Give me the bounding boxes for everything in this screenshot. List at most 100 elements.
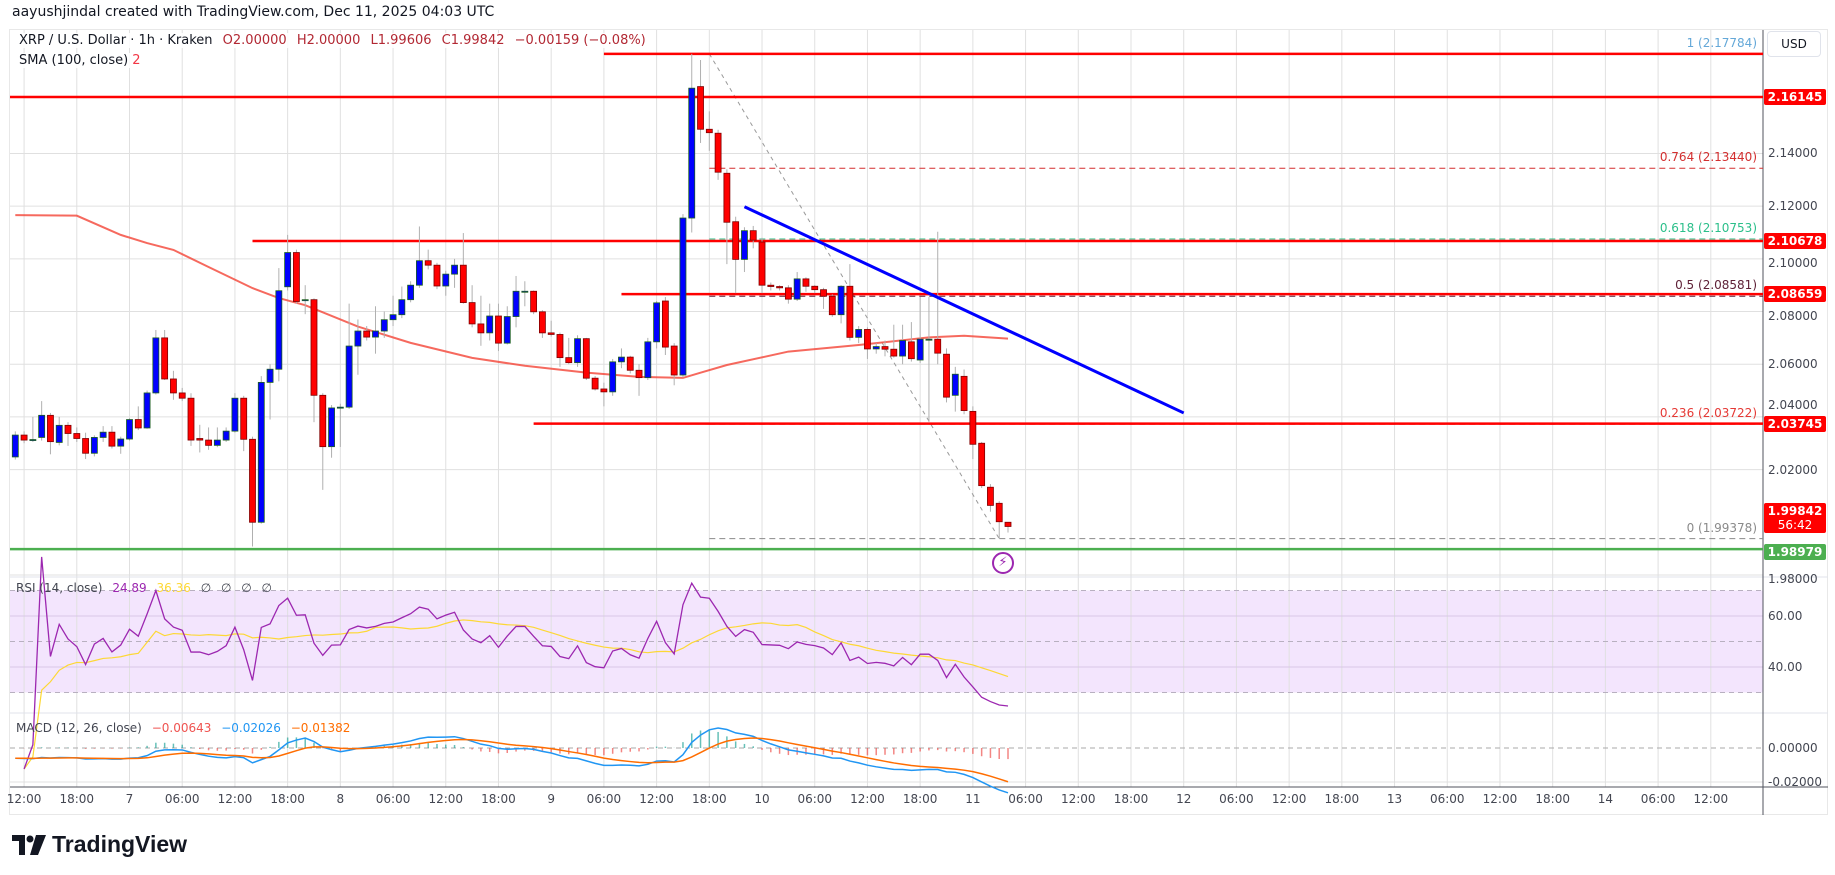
time-axis-label: 06:00: [375, 792, 411, 806]
candle-down: [881, 346, 889, 350]
candle-down: [47, 414, 54, 443]
price-axis-label: 2.04000: [1768, 397, 1818, 412]
price-axis-label: 2.06000: [1768, 357, 1818, 372]
rsi-extra-value: ∅: [220, 581, 232, 595]
macd-signal-value: −0.01382: [290, 721, 351, 735]
candle-up: [398, 299, 406, 316]
price-axis-label: 1.98000: [1768, 571, 1818, 586]
candle-down: [749, 230, 757, 241]
rsi-ma-line: [23, 619, 1009, 770]
price-pane: [10, 52, 1763, 551]
trendline: [743, 205, 1185, 415]
candle-up: [451, 264, 458, 275]
candle-up: [503, 316, 511, 344]
candle-up: [872, 346, 880, 350]
sma-label: SMA (100, close): [19, 53, 129, 68]
candle-up: [301, 299, 309, 302]
candle-down: [459, 264, 467, 303]
candle-down: [635, 369, 643, 379]
symbol-name[interactable]: XRP / U.S. Dollar · 1h · Kraken: [19, 33, 213, 48]
candle-up: [688, 87, 696, 219]
fib-level-label: 0 (1.99378): [1686, 520, 1757, 535]
rsi-line: [23, 556, 1009, 770]
candle-up: [618, 356, 625, 363]
candle-down: [433, 264, 441, 287]
time-axis-label: 12:00: [1693, 792, 1729, 806]
candle-down: [600, 388, 608, 393]
price-axis-label: 2.10000: [1768, 255, 1818, 270]
time-axis-label: 14: [1597, 792, 1614, 806]
rsi-extra-value: ∅: [241, 581, 252, 595]
time-axis-label: 18:00: [270, 792, 305, 806]
candle-down: [1004, 521, 1012, 527]
candle-down: [582, 338, 590, 379]
candle-down: [776, 286, 783, 289]
candle-down: [310, 299, 318, 396]
lightning-icon[interactable]: ⚡: [992, 552, 1014, 574]
macd-axis-label: 0.00000: [1768, 741, 1818, 755]
macd-legend[interactable]: MACD (12, 26, close) −0.00643 −0.02026 −…: [16, 721, 350, 735]
tradingview-logo[interactable]: TradingView: [12, 831, 187, 858]
candle-down: [468, 302, 476, 325]
price-axis-label: 2.08000: [1768, 308, 1818, 323]
candle-up: [99, 431, 107, 438]
candle-up: [90, 437, 98, 454]
symbol-legend: XRP / U.S. Dollar · 1h · Kraken O2.00000…: [16, 33, 649, 48]
chart-credit: aayushjindal created with TradingView.co…: [12, 4, 495, 20]
candle-down: [626, 356, 634, 371]
price-tag: 2.10678: [1764, 233, 1826, 249]
candle-down: [170, 378, 177, 394]
time-axis-label: 12:00: [1271, 792, 1307, 806]
candle-up: [837, 285, 845, 316]
time-axis-label: 18:00: [481, 792, 516, 806]
fib-level-label: 1 (2.17784): [1686, 35, 1757, 50]
candle-up: [407, 284, 415, 301]
candle-down: [240, 397, 248, 440]
sma-legend[interactable]: SMA (100, close) 2: [16, 53, 144, 68]
currency-button[interactable]: USD: [1767, 31, 1821, 57]
candle-up: [741, 230, 748, 260]
low-value: L1.99606: [370, 33, 432, 48]
candle-down: [530, 290, 538, 313]
candle-down: [978, 442, 986, 487]
price-tag: 1.98979: [1764, 544, 1826, 561]
candle-down: [934, 338, 942, 354]
candle-down: [249, 438, 256, 523]
candle-up: [336, 406, 344, 409]
candle-up: [117, 438, 125, 447]
time-axis-label: 12:00: [639, 792, 674, 806]
sma-line: [15, 214, 1009, 379]
time-axis-label: 12:00: [428, 792, 464, 806]
candle-down: [969, 410, 977, 445]
candle-down: [784, 287, 792, 300]
time-axis-label: 12:00: [1482, 792, 1518, 806]
candle-up: [328, 407, 335, 448]
time-axis-label: 06:00: [1008, 792, 1043, 806]
time-axis-label: 18:00: [1535, 792, 1570, 806]
rsi-legend[interactable]: RSI (14, close) 24.89 36.36 ∅ ∅ ∅ ∅: [16, 581, 272, 595]
candle-up: [222, 430, 230, 441]
time-axis-label: 18:00: [1324, 792, 1360, 806]
candle-down: [732, 221, 740, 260]
candle-up: [11, 434, 19, 458]
time-axis-label: 06:00: [1640, 792, 1676, 806]
price-axis-label: 2.12000: [1768, 199, 1818, 214]
candle-down: [705, 128, 713, 134]
close-value: C1.99842: [441, 33, 505, 48]
candle-up: [354, 330, 362, 347]
candle-up: [38, 414, 46, 438]
candle-up: [231, 397, 239, 432]
time-axis-label: 12:00: [6, 792, 42, 806]
rsi-axis-label: 40.00: [1768, 660, 1803, 674]
time-axis-label: 18:00: [59, 792, 95, 806]
candle-up: [257, 381, 265, 523]
candle-down: [995, 502, 1003, 523]
fib-level-label: 0.5 (2.08581): [1675, 278, 1757, 293]
price-tag: 2.08659: [1764, 286, 1826, 303]
time-axis-label: 06:00: [1219, 792, 1254, 806]
last-price-value: 1.99842: [1767, 504, 1823, 519]
candle-up: [380, 319, 388, 332]
candle-up: [855, 329, 863, 338]
chart-frame: [9, 29, 1828, 815]
